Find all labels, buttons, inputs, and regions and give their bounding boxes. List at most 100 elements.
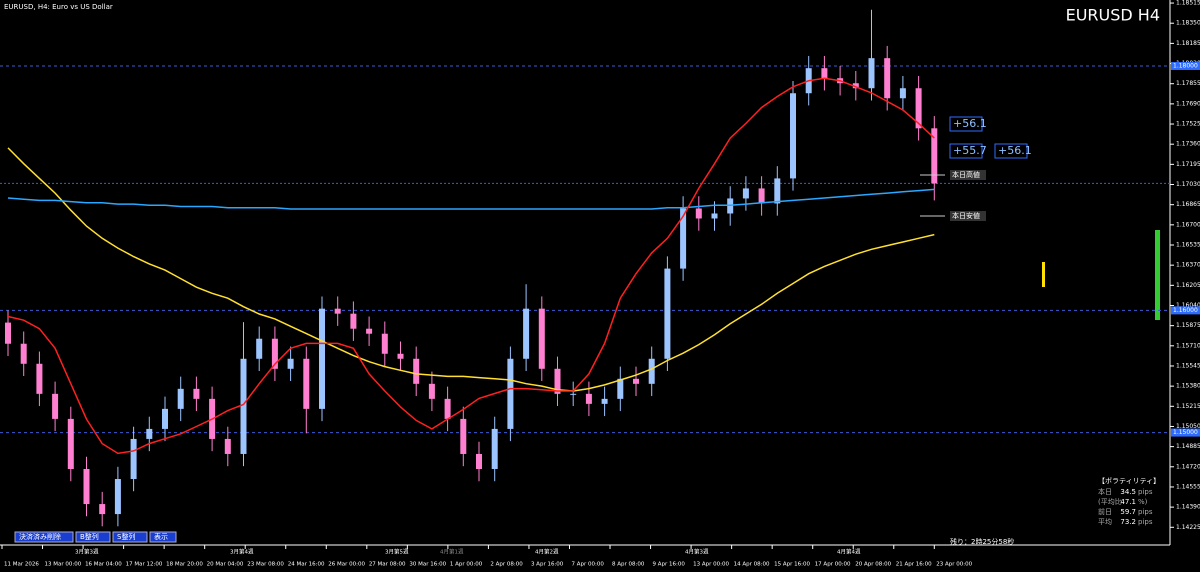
x-tick-label: 2 Apr 08:00 xyxy=(490,562,523,568)
x-tick-label: 18 Mar 20:00 xyxy=(166,562,203,568)
candle-body xyxy=(507,358,514,429)
chart-title: EURUSD, H4: Euro vs US Dollar xyxy=(4,3,113,11)
candle-body xyxy=(319,308,325,409)
x-tick-label: 26 Mar 00:00 xyxy=(328,562,365,568)
level-label: 1.15000 xyxy=(1173,429,1198,436)
button-label[interactable]: 表示 xyxy=(154,532,168,541)
candle-body xyxy=(413,358,420,384)
y-tick-label: 1.15710 xyxy=(1176,342,1200,349)
x-tick-label: 30 Mar 16:00 xyxy=(409,562,446,568)
low-tag xyxy=(950,211,986,221)
x-tick-label: 13 Apr 00:00 xyxy=(693,562,729,568)
x-tick-label: 24 Mar 16:00 xyxy=(288,562,325,568)
moving-average xyxy=(7,147,935,392)
candle-body xyxy=(868,58,875,89)
candle-body xyxy=(680,208,687,269)
y-tick-label: 1.17360 xyxy=(1176,141,1200,148)
candle-body xyxy=(162,408,168,429)
button[interactable] xyxy=(75,531,111,543)
level-tag xyxy=(1171,428,1200,437)
candle-body xyxy=(20,343,27,364)
volatility-value: 47.1 xyxy=(1120,498,1136,506)
profit-box xyxy=(949,116,983,132)
button[interactable] xyxy=(14,531,74,543)
candle-body xyxy=(601,398,608,404)
candle-body xyxy=(617,378,624,399)
y-tick-label: 1.16040 xyxy=(1176,302,1200,309)
candle-body xyxy=(491,428,498,469)
y-tick-label: 1.14720 xyxy=(1176,463,1200,470)
candle-body xyxy=(790,93,796,179)
candle-body xyxy=(240,358,247,454)
y-tick-label: 1.15875 xyxy=(1176,322,1200,329)
volatility-unit: pips xyxy=(1138,508,1153,516)
candle-body xyxy=(397,353,404,359)
week-label: 4月第1週 xyxy=(440,548,464,556)
candle-body xyxy=(114,479,121,515)
button-label[interactable]: S整列 xyxy=(117,532,135,541)
candle-body xyxy=(884,58,891,99)
y-tick-label: 1.17030 xyxy=(1176,181,1200,188)
remaining-time: 残り：2時25分58秒 xyxy=(950,537,1014,546)
button[interactable] xyxy=(149,531,177,543)
y-tick-label: 1.14885 xyxy=(1176,443,1200,450)
candle-body xyxy=(899,88,906,99)
candle-body xyxy=(287,358,294,369)
button-label[interactable]: B整列 xyxy=(80,532,99,541)
y-tick-label: 1.15545 xyxy=(1176,362,1200,369)
candle-body xyxy=(381,333,388,354)
candle-body xyxy=(5,322,11,344)
candle-body xyxy=(271,338,278,369)
candle-body xyxy=(99,504,106,515)
x-tick-label: 17 Mar 12:00 xyxy=(126,562,163,568)
y-tick-label: 1.17525 xyxy=(1176,121,1200,128)
candle-body xyxy=(334,308,341,314)
y-tick-label: 1.14555 xyxy=(1176,483,1200,490)
volatility-title: 【ボラティリティ】 xyxy=(1098,477,1160,485)
candle-body xyxy=(695,208,702,219)
volatility-label: 平均 xyxy=(1098,517,1112,526)
button-label[interactable]: 決済済み削除 xyxy=(19,532,61,541)
x-tick-label: 16 Mar 04:00 xyxy=(85,562,122,568)
x-tick-label: 21 Apr 16:00 xyxy=(896,562,932,568)
y-tick-label: 1.17195 xyxy=(1176,161,1200,168)
x-tick-label: 9 Apr 16:00 xyxy=(653,562,686,568)
y-tick-label: 1.18185 xyxy=(1176,40,1200,47)
signal-bar xyxy=(1042,262,1045,287)
level-label: 1.16000 xyxy=(1173,307,1198,314)
profit-label: +56.1 xyxy=(953,117,987,130)
candle-body xyxy=(915,88,922,129)
profit-box xyxy=(994,143,1028,159)
candle-body xyxy=(177,388,184,409)
candle-body xyxy=(711,213,718,219)
candle-body xyxy=(444,398,451,419)
y-tick-label: 1.17855 xyxy=(1176,80,1200,87)
candle-body xyxy=(460,418,467,454)
y-tick-label: 1.15215 xyxy=(1176,403,1200,410)
x-tick-label: 20 Apr 08:00 xyxy=(855,562,891,568)
x-tick-label: 1 Apr 00:00 xyxy=(450,562,483,568)
volatility-unit: %) xyxy=(1138,498,1148,506)
volatility-value: 34.5 xyxy=(1120,488,1136,496)
volatility-value: 73.2 xyxy=(1120,518,1136,526)
week-label: 3月第4週 xyxy=(230,548,254,556)
level-tag xyxy=(1171,61,1200,70)
x-tick-label: 7 Apr 00:00 xyxy=(571,562,604,568)
candle-body xyxy=(648,358,655,384)
week-label: 3月第3週 xyxy=(75,548,99,556)
candle-body xyxy=(130,438,137,480)
candle-body xyxy=(931,128,938,184)
y-tick-label: 1.18350 xyxy=(1176,20,1200,27)
week-label: 4月第2週 xyxy=(535,548,559,556)
symbol-label: EURUSD H4 xyxy=(1066,6,1160,25)
candle-body xyxy=(36,363,43,394)
volatility-unit: pips xyxy=(1138,488,1153,496)
candle-body xyxy=(554,368,561,394)
candle-body xyxy=(366,328,373,334)
candle-body xyxy=(758,188,765,204)
candle-body xyxy=(52,393,59,419)
button[interactable] xyxy=(112,531,148,543)
x-tick-label: 15 Apr 16:00 xyxy=(774,562,810,568)
candle-body xyxy=(476,453,482,469)
candle-body xyxy=(428,383,435,399)
